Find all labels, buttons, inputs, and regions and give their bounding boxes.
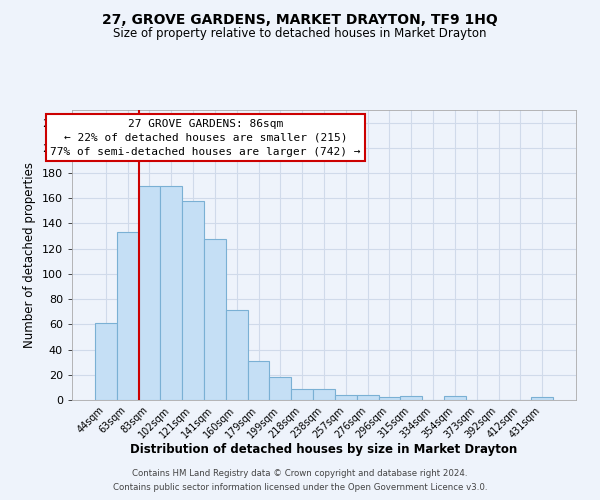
Text: Contains public sector information licensed under the Open Government Licence v3: Contains public sector information licen… bbox=[113, 484, 487, 492]
Text: Size of property relative to detached houses in Market Drayton: Size of property relative to detached ho… bbox=[113, 28, 487, 40]
Bar bbox=[139, 186, 160, 400]
Bar bbox=[248, 361, 269, 400]
Bar bbox=[226, 310, 248, 400]
Bar bbox=[291, 388, 313, 400]
Text: Distribution of detached houses by size in Market Drayton: Distribution of detached houses by size … bbox=[130, 442, 518, 456]
Bar bbox=[117, 232, 139, 400]
Bar bbox=[95, 323, 117, 400]
Bar bbox=[400, 396, 422, 400]
Text: 27, GROVE GARDENS, MARKET DRAYTON, TF9 1HQ: 27, GROVE GARDENS, MARKET DRAYTON, TF9 1… bbox=[102, 12, 498, 26]
Bar bbox=[204, 238, 226, 400]
Bar bbox=[313, 388, 335, 400]
Bar bbox=[269, 378, 291, 400]
Y-axis label: Number of detached properties: Number of detached properties bbox=[23, 162, 36, 348]
Bar bbox=[379, 398, 400, 400]
Text: Contains HM Land Registry data © Crown copyright and database right 2024.: Contains HM Land Registry data © Crown c… bbox=[132, 468, 468, 477]
Bar bbox=[531, 398, 553, 400]
Text: 27 GROVE GARDENS: 86sqm
← 22% of detached houses are smaller (215)
77% of semi-d: 27 GROVE GARDENS: 86sqm ← 22% of detache… bbox=[50, 118, 361, 156]
Bar bbox=[160, 186, 182, 400]
Bar bbox=[357, 395, 379, 400]
Bar bbox=[444, 396, 466, 400]
Bar bbox=[182, 201, 204, 400]
Bar bbox=[335, 395, 357, 400]
